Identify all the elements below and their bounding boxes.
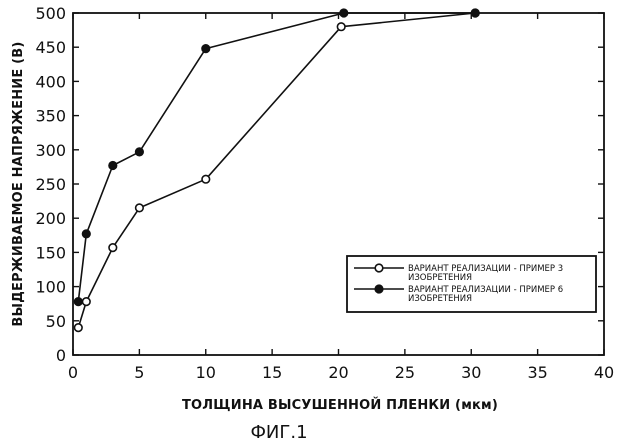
legend-marker-series-1 (375, 264, 383, 272)
y-tick-label: 300 (35, 141, 66, 160)
x-tick-label: 30 (461, 363, 481, 382)
y-tick-label: 250 (35, 175, 66, 194)
data-point-series-1 (83, 298, 91, 306)
y-tick-label: 500 (35, 4, 66, 23)
data-point-series-2 (136, 148, 144, 156)
x-tick-label: 15 (262, 363, 282, 382)
x-tick-label: 40 (594, 363, 614, 382)
x-tick-label: 25 (395, 363, 415, 382)
data-point-series-2 (340, 9, 348, 17)
x-axis-title: ТОЛЩИНА ВЫСУШЕННОЙ ПЛЕНКИ (мкм) (182, 397, 498, 413)
data-point-series-2 (109, 162, 117, 170)
y-tick-label: 400 (35, 72, 66, 91)
y-tick-label: 350 (35, 107, 66, 126)
legend-marker-series-2 (375, 285, 383, 293)
y-tick-label: 200 (35, 209, 66, 228)
data-point-series-2 (75, 298, 83, 306)
data-point-series-1 (136, 204, 144, 212)
data-point-series-1 (202, 175, 210, 183)
legend: ВАРИАНТ РЕАЛИЗАЦИИ - ПРИМЕР 3 ИЗОБРЕТЕНИ… (347, 256, 596, 312)
y-tick-label: 0 (56, 346, 66, 365)
data-point-series-2 (471, 9, 479, 17)
y-tick-label: 450 (35, 38, 66, 57)
y-axis-title: ВЫДЕРЖИВАЕМОЕ НАПРЯЖЕНИЕ (В) (11, 41, 26, 326)
y-tick-label: 100 (35, 278, 66, 297)
data-point-series-2 (83, 230, 91, 238)
data-point-series-1 (337, 23, 345, 31)
data-point-series-1 (109, 244, 117, 252)
x-tick-label: 0 (68, 363, 78, 382)
data-point-series-1 (75, 324, 83, 332)
x-axis: 0 5 10 15 20 25 30 35 40 (68, 13, 614, 382)
legend-label-series-1-line2: ИЗОБРЕТЕНИЯ (408, 273, 472, 283)
y-tick-label: 150 (35, 243, 66, 262)
data-point-series-2 (202, 45, 210, 53)
x-tick-label: 20 (328, 363, 348, 382)
legend-label-series-2-line2: ИЗОБРЕТЕНИЯ (408, 294, 472, 304)
y-tick-label: 50 (46, 312, 66, 331)
x-tick-label: 10 (196, 363, 216, 382)
x-tick-label: 5 (134, 363, 144, 382)
figure-caption: ФИГ.1 (250, 422, 307, 441)
x-tick-label: 35 (527, 363, 547, 382)
